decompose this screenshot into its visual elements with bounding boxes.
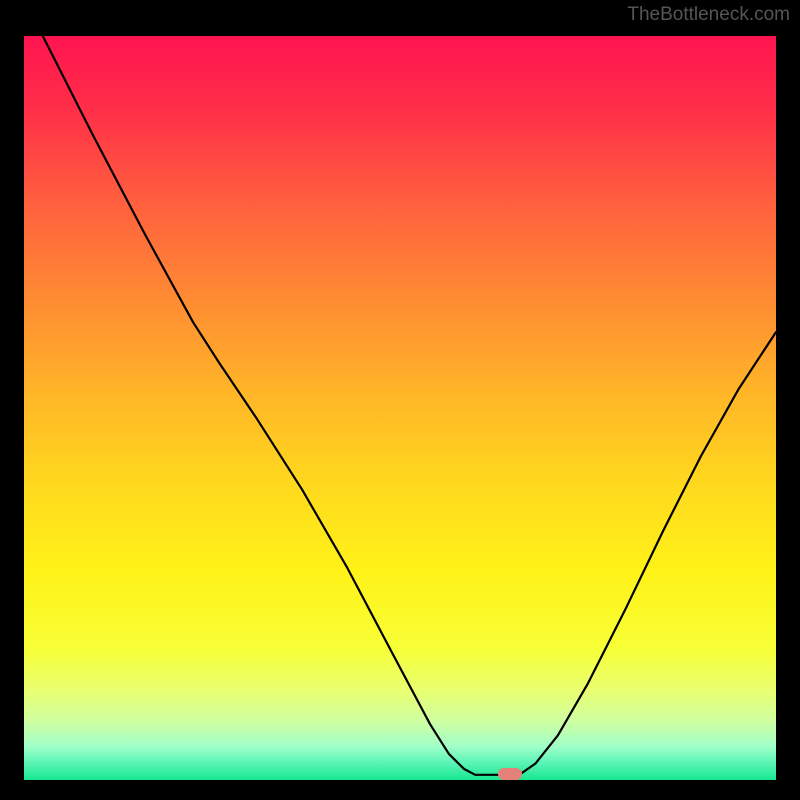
watermark-text: TheBottleneck.com bbox=[627, 4, 790, 26]
plot-area bbox=[24, 36, 776, 780]
optimal-marker bbox=[498, 768, 522, 780]
curve-path bbox=[43, 36, 776, 775]
bottleneck-curve bbox=[24, 36, 776, 780]
